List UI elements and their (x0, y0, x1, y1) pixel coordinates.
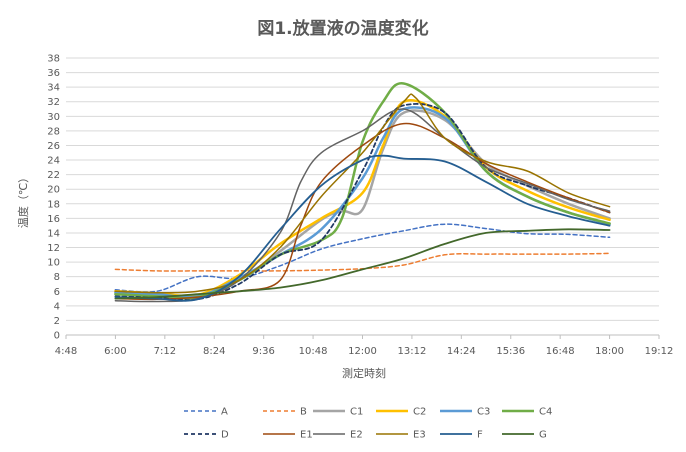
series-line-a (114, 223, 611, 293)
legend: A B C1 C2 C3 C4 D E1 E2 E3 F G (184, 407, 552, 441)
series-line-e3 (114, 93, 611, 294)
y-tick-label: 22 (47, 170, 60, 181)
x-axis-label: 測定時刻 (342, 366, 386, 380)
legend-label-c3: C3 (477, 407, 490, 418)
legend-label-g: G (539, 430, 547, 441)
legend-label-c1: C1 (350, 407, 363, 418)
legend-label-f: F (477, 430, 483, 441)
x-tick-label: 7:12 (154, 346, 176, 357)
x-tick-label: 14:24 (447, 346, 476, 357)
y-tick-label: 20 (47, 185, 60, 196)
y-tick-label: 36 (47, 68, 60, 79)
x-tick-label: 16:48 (546, 346, 575, 357)
y-tick-label: 34 (47, 83, 60, 94)
legend-label-c4: C4 (539, 407, 552, 418)
series-line-f (114, 154, 611, 302)
legend-label-b: B (300, 407, 307, 418)
y-tick-label: 0 (54, 331, 60, 342)
x-tick-label: 8:24 (203, 346, 225, 357)
y-tick-label: 6 (54, 287, 60, 298)
series-lines (114, 82, 611, 303)
x-tick-label: 19:12 (645, 346, 674, 357)
y-tick-label: 4 (54, 301, 60, 312)
y-tick-label: 30 (47, 112, 60, 123)
y-tick-label: 32 (47, 97, 60, 108)
x-tick-label: 15:36 (496, 346, 525, 357)
y-tick-label: 24 (47, 156, 60, 167)
legend-label-c2: C2 (413, 407, 426, 418)
legend-label-e2: E2 (350, 430, 363, 441)
y-tick-label: 16 (47, 214, 60, 225)
x-tick-label: 4:48 (55, 346, 77, 357)
chart-title: 図1.放置液の温度変化 (257, 18, 428, 39)
legend-label-a: A (221, 407, 228, 418)
series-line-e1 (114, 122, 611, 301)
legend-label-e1: E1 (300, 430, 313, 441)
x-tick-label: 6:00 (104, 346, 126, 357)
x-tick-label: 13:12 (398, 346, 427, 357)
x-axis-ticks: 4:48 6:00 7:12 8:24 9:36 10:48 12:00 13:12 14:24… (55, 335, 674, 357)
y-tick-label: 14 (47, 228, 60, 239)
y-axis-label: 温度（℃） (16, 172, 30, 228)
y-tick-label: 38 (47, 54, 60, 65)
x-tick-label: 12:00 (348, 346, 377, 357)
y-tick-label: 12 (47, 243, 60, 254)
series-line-g (114, 228, 611, 300)
y-tick-label: 8 (54, 272, 60, 283)
y-tick-label: 10 (47, 258, 60, 269)
y-tick-label: 2 (54, 316, 60, 327)
y-tick-label: 26 (47, 141, 60, 152)
legend-label-d: D (221, 430, 229, 441)
y-tick-label: 18 (47, 199, 60, 210)
x-tick-label: 9:36 (252, 346, 274, 357)
y-tick-label: 28 (47, 126, 60, 137)
legend-label-e3: E3 (413, 430, 426, 441)
x-tick-label: 10:48 (299, 346, 328, 357)
x-tick-label: 18:00 (595, 346, 624, 357)
